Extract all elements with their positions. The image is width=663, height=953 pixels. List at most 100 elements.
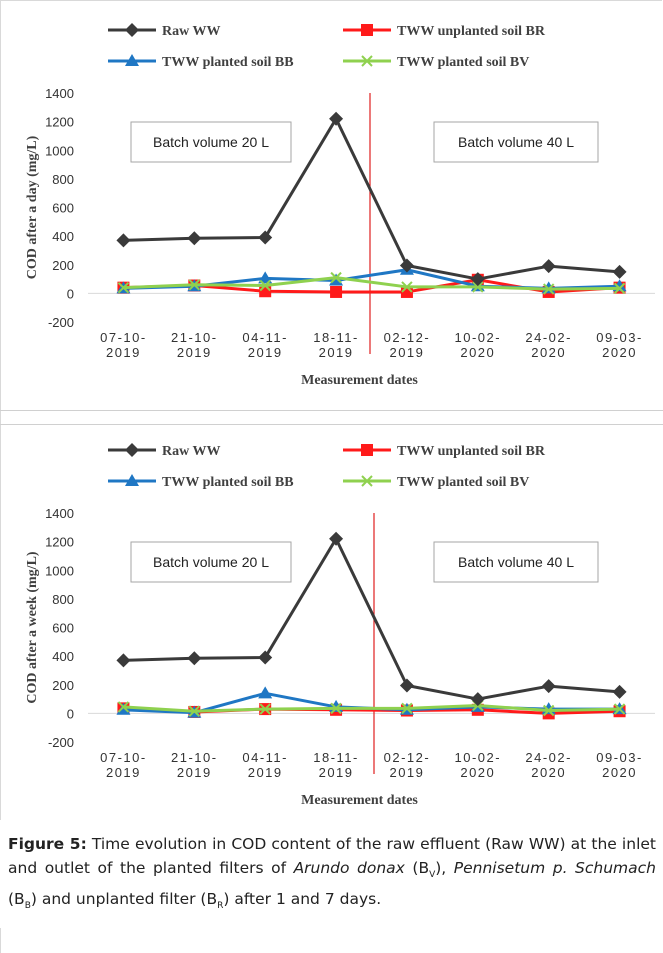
- data-point: [613, 282, 626, 295]
- legend-label: TWW planted soil BV: [397, 55, 529, 70]
- y-tick-label: 1000: [45, 143, 74, 158]
- y-tick-label: 1200: [45, 115, 74, 130]
- caption-text-2: (B: [404, 859, 430, 877]
- caption-species-1: Arundo donax: [293, 859, 405, 877]
- x-tick-label: 02-12-2019: [384, 750, 431, 780]
- y-axis-title: COD after a week (mg/L): [25, 551, 40, 703]
- data-point: [259, 279, 271, 292]
- data-point: [330, 271, 342, 284]
- data-point: [117, 281, 130, 294]
- y-tick-label: 400: [52, 649, 74, 664]
- x-tick-label: 02-12-2019: [384, 330, 431, 360]
- chart-divider-bottom: [0, 424, 663, 425]
- legend-label: TWW unplanted soil BR: [397, 24, 546, 39]
- x-tick-label: 07-10-2019: [100, 330, 147, 360]
- data-point: [329, 531, 344, 546]
- chart-divider-top: [0, 410, 663, 411]
- chart-cod-after-a-week: Raw WW TWW unplanted soil BR TWW planted s…: [25, 443, 655, 808]
- x-axis-title: Measurement dates: [301, 373, 418, 388]
- series-line: [123, 704, 620, 713]
- y-tick-label: -200: [48, 735, 74, 750]
- data-point: [472, 281, 484, 293]
- y-tick-label: 1200: [45, 535, 74, 550]
- caption-text-5: ) and unplanted filter (B: [30, 890, 218, 909]
- y-tick-label: 800: [52, 172, 74, 187]
- batch-volume-label: Batch volume 20 L: [153, 134, 269, 150]
- series-line: [123, 537, 620, 701]
- data-point: [258, 230, 273, 245]
- y-tick-label: 1000: [45, 563, 74, 578]
- data-point: [613, 703, 626, 715]
- caption-text-6: ) after 1 and 7 days.: [223, 890, 382, 909]
- caption-text-4: (B: [8, 890, 25, 909]
- data-point: [541, 259, 556, 274]
- series-line: [123, 117, 620, 281]
- x-tick-label: 18-11-2019: [313, 330, 359, 360]
- legend-marker: [125, 23, 139, 37]
- data-point: [470, 272, 485, 287]
- data-point: [188, 279, 201, 291]
- legend-label: TWW unplanted soil BR: [397, 444, 546, 459]
- x-tick-label: 04-11-2019: [242, 330, 288, 360]
- x-tick-label: 04-11-2019: [242, 750, 288, 780]
- y-tick-label: 400: [52, 229, 74, 244]
- x-tick-label: 09-03-2020: [596, 330, 643, 360]
- data-point: [542, 283, 555, 295]
- data-point: [330, 285, 343, 298]
- batch-volume-box: [433, 121, 599, 163]
- x-tick-label: 10-02-2020: [455, 750, 502, 780]
- figure-caption: Figure 5: Time evolution in COD content …: [8, 832, 656, 918]
- batch-volume-box: [130, 121, 292, 163]
- data-point: [259, 285, 272, 298]
- data-point: [399, 258, 414, 273]
- data-point: [187, 231, 202, 246]
- caption-label: Figure 5:: [8, 835, 87, 853]
- legend-marker: [125, 443, 139, 457]
- data-point: [116, 233, 131, 248]
- legend-marker: [125, 474, 139, 486]
- batch-volume-box: [433, 541, 599, 583]
- caption-text-1: Time evolution in COD content of the raw…: [8, 835, 656, 877]
- legend-marker: [361, 24, 373, 36]
- y-tick-label: 0: [67, 706, 74, 721]
- x-axis-title: Measurement dates: [301, 793, 418, 808]
- batch-volume-label: Batch volume 40 L: [458, 134, 574, 150]
- data-point: [329, 111, 344, 126]
- legend-label: TWW planted soil BV: [397, 475, 529, 490]
- legend-marker: [125, 54, 139, 66]
- y-tick-label: 800: [52, 592, 74, 607]
- y-tick-label: -200: [48, 315, 74, 330]
- data-point: [258, 271, 273, 284]
- data-point: [612, 264, 627, 279]
- y-tick-label: 200: [52, 678, 74, 693]
- x-tick-label: 21-10-2019: [171, 750, 218, 780]
- data-point: [258, 650, 273, 665]
- series-line: [123, 276, 620, 291]
- batch-volume-label: Batch volume 20 L: [153, 554, 269, 570]
- data-point: [258, 686, 273, 699]
- data-point: [541, 679, 556, 694]
- x-tick-label: 07-10-2019: [100, 750, 147, 780]
- data-point: [401, 702, 413, 715]
- batch-volume-label: Batch volume 40 L: [458, 554, 574, 570]
- caption-sub-b: B: [24, 901, 31, 912]
- data-point: [259, 703, 271, 715]
- data-point: [117, 701, 130, 713]
- data-point: [612, 684, 627, 699]
- x-tick-label: 18-11-2019: [313, 750, 359, 780]
- legend-label: Raw WW: [162, 24, 220, 39]
- y-tick-label: 200: [52, 258, 74, 273]
- y-tick-label: 600: [52, 621, 74, 636]
- legend-label: TWW planted soil BB: [162, 475, 294, 490]
- caption-sub-r: R: [217, 901, 224, 912]
- data-point: [399, 678, 414, 693]
- y-axis-title: COD after a day (mg/L): [25, 135, 40, 279]
- data-point: [470, 692, 485, 707]
- y-tick-label: 600: [52, 201, 74, 216]
- data-point: [401, 281, 413, 293]
- legend-label: Raw WW: [162, 444, 220, 459]
- x-tick-label: 24-02-2020: [525, 750, 572, 780]
- data-point: [330, 702, 342, 715]
- y-tick-label: 1400: [45, 86, 74, 101]
- data-point: [187, 651, 202, 666]
